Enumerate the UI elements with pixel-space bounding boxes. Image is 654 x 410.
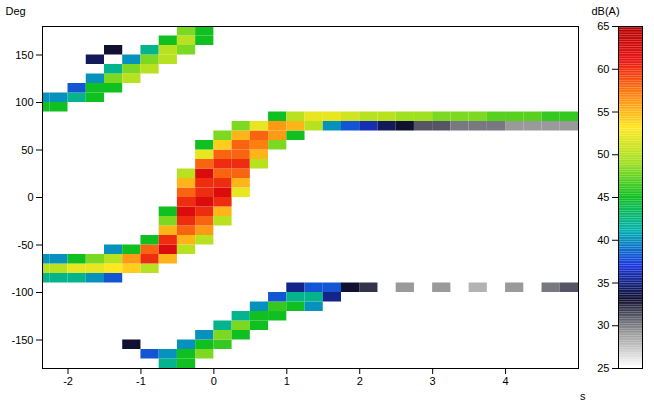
svg-text:100: 100 — [15, 96, 33, 108]
svg-text:50: 50 — [597, 148, 609, 160]
svg-text:-2: -2 — [63, 375, 73, 387]
svg-text:-100: -100 — [11, 286, 33, 298]
svg-text:35: 35 — [597, 277, 609, 289]
svg-text:150: 150 — [15, 49, 33, 61]
svg-text:dB(A): dB(A) — [592, 5, 620, 17]
svg-text:s: s — [580, 390, 586, 402]
svg-text:1: 1 — [284, 375, 290, 387]
svg-text:0: 0 — [211, 375, 217, 387]
svg-text:40: 40 — [597, 234, 609, 246]
svg-text:65: 65 — [597, 20, 609, 32]
svg-text:0: 0 — [27, 191, 33, 203]
svg-text:2: 2 — [357, 375, 363, 387]
svg-text:50: 50 — [21, 144, 33, 156]
svg-text:45: 45 — [597, 191, 609, 203]
svg-text:4: 4 — [503, 375, 509, 387]
svg-text:30: 30 — [597, 319, 609, 331]
svg-text:-1: -1 — [136, 375, 146, 387]
svg-text:Deg: Deg — [6, 5, 26, 17]
svg-text:55: 55 — [597, 106, 609, 118]
svg-text:3: 3 — [430, 375, 436, 387]
svg-text:-50: -50 — [18, 239, 34, 251]
svg-text:-150: -150 — [11, 334, 33, 346]
svg-text:60: 60 — [597, 63, 609, 75]
svg-text:25: 25 — [597, 362, 609, 374]
